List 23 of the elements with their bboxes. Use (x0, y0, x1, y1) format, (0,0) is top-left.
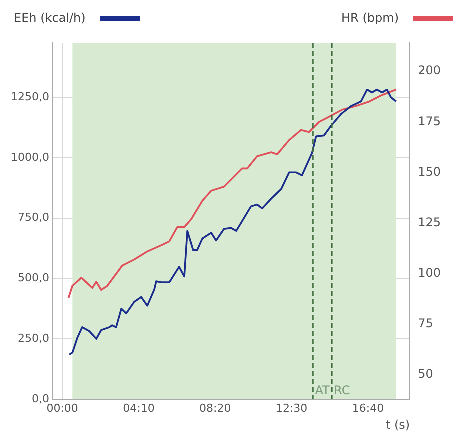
y2-tick-label: 150 (418, 164, 441, 179)
y2-tick-label: 200 (418, 64, 441, 78)
legend-label: HR (bpm) (342, 11, 399, 25)
x-tick-label: 16:40 (352, 402, 384, 415)
y-tick-label: 750,0 (18, 211, 50, 224)
legend-label: EEh (kcal/h) (14, 11, 86, 25)
y2-tick-label: 50 (418, 367, 434, 382)
x-axis-title: t (s) (386, 418, 410, 432)
y2-tick-label: 75 (418, 316, 434, 331)
x-tick-label: 04:10 (123, 402, 155, 415)
y-tick-label: 250,0 (18, 332, 50, 345)
y2-tick-label: 125 (418, 215, 441, 230)
y2-tick-label: 175 (418, 114, 441, 128)
ref-line-label: RC (334, 384, 350, 398)
ref-line-label: AT (315, 384, 330, 398)
y-tick-label: 0,0 (32, 392, 50, 406)
x-tick-label: 00:00 (46, 402, 78, 415)
x-tick-label: 08:20 (200, 402, 232, 415)
x-tick-label: 12:30 (276, 402, 308, 415)
y2-tick-label: 100 (418, 266, 441, 280)
y-tick-label: 500,0 (18, 272, 50, 285)
y-tick-label: 1000,0 (10, 150, 50, 164)
y-tick-label: 1250,0 (10, 90, 50, 104)
